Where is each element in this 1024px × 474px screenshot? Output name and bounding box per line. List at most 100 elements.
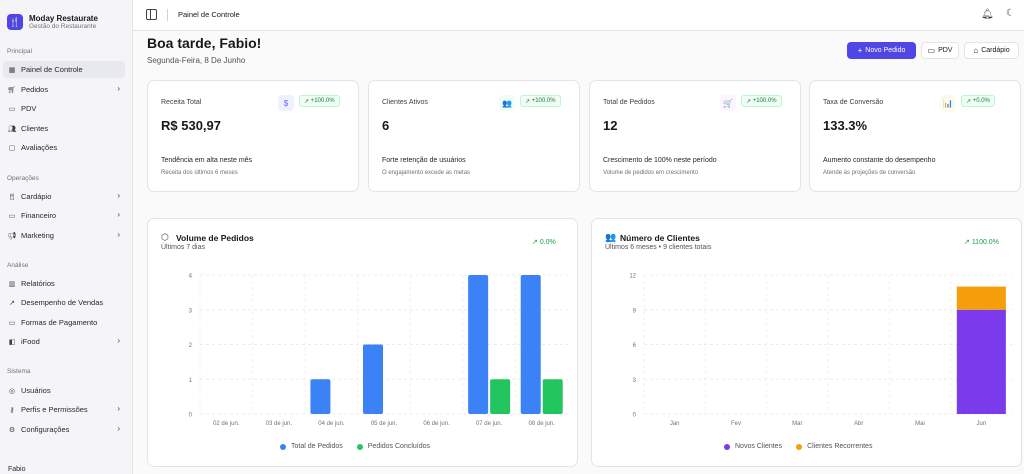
- sidebar-item[interactable]: 📢︎ Marketing ›: [3, 227, 125, 244]
- sidebar-item[interactable]: ▭ Formas de Pagamento: [3, 314, 125, 331]
- stat-description: Tendência em alta neste mês: [161, 157, 253, 164]
- clients-stacked-bar-chart: 0 3 6 9 12 Jan Fev Mar Abr Mai Jun: [629, 274, 1012, 427]
- trend-badge: ↗ +100.0%: [520, 95, 561, 107]
- stat-value: 6: [382, 118, 390, 133]
- sidebar-item[interactable]: ⚙ Configurações ›: [3, 421, 125, 438]
- sidebar-item[interactable]: ◧ iFood ›: [3, 333, 125, 350]
- chevron-right-icon: ›: [117, 191, 120, 200]
- pdv-button[interactable]: ▭ PDV: [921, 42, 959, 59]
- x-tick-label: 02 de jun.: [213, 421, 240, 427]
- trend-badge: ↗ +100.0%: [299, 95, 340, 107]
- sidebar-item-label: Formas de Pagamento: [21, 318, 98, 327]
- bar[interactable]: [520, 275, 541, 414]
- y-tick-label: 3: [633, 378, 637, 384]
- x-tick-label: 04 de jun.: [318, 421, 345, 427]
- bar[interactable]: [468, 275, 489, 414]
- stat-icon: 👥: [499, 95, 515, 111]
- bar-chart-icon: ▥: [8, 280, 16, 288]
- trend-value: +0.0%: [972, 98, 990, 104]
- legend-swatch: [356, 443, 363, 450]
- restaurant-logo-icon: 🍴: [7, 14, 23, 30]
- brand-subtitle: Gestão do Restaurante: [29, 22, 97, 30]
- monitor-icon: ▭: [927, 46, 936, 55]
- legend-item[interactable]: Pedidos Concluídos: [356, 443, 430, 450]
- legend-item[interactable]: Total de Pedidos: [280, 443, 343, 450]
- sidebar-item[interactable]: 🍴︎ Cardápio ›: [3, 188, 125, 205]
- sidebar-toggle-icon[interactable]: [146, 9, 157, 20]
- current-date: Segunda-Feira, 8 De Junho: [147, 56, 246, 65]
- bar[interactable]: [363, 344, 383, 415]
- legend-item[interactable]: Clientes Recorrentes: [796, 443, 872, 450]
- stat-description: Aumento constante do desempenho: [823, 157, 936, 164]
- menu-button[interactable]: ⌂ Cardápio: [964, 42, 1019, 59]
- sidebar-section-title: Operações: [7, 175, 39, 182]
- sidebar-item[interactable]: ⚷ Perfis e Permissões ›: [3, 401, 125, 418]
- chart-legend: Total de Pedidos Pedidos Concluídos: [280, 443, 444, 450]
- brand-name: Moday Restaurate: [29, 13, 98, 23]
- users-icon: 👥︎: [7, 125, 17, 133]
- stat-icon: $: [278, 95, 294, 111]
- sidebar-item-label: Marketing: [21, 231, 54, 240]
- trend-value: +100.0%: [531, 98, 556, 104]
- stat-icon: 📊: [940, 95, 956, 111]
- y-tick-label: 12: [629, 274, 636, 280]
- sidebar-item[interactable]: ▢ Avaliações: [3, 139, 125, 156]
- bar[interactable]: [310, 379, 331, 414]
- monitor-icon: ▭: [8, 105, 16, 113]
- sidebar-item[interactable]: ▥ Relatórios: [3, 275, 125, 292]
- sidebar-item[interactable]: ◎ Usuários: [3, 382, 125, 399]
- y-tick-label: 2: [189, 343, 193, 349]
- y-tick-label: 0: [633, 413, 637, 419]
- legend-item[interactable]: Novos Clientes: [724, 443, 782, 450]
- sidebar-item[interactable]: 👥︎ Clientes: [3, 120, 125, 137]
- sidebar-section-title: Análise: [7, 262, 29, 269]
- sidebar-section-title: Principal: [7, 48, 32, 55]
- breadcrumb: Painel de Controle: [178, 10, 240, 19]
- plus-icon: +: [857, 46, 863, 55]
- y-tick-label: 1: [189, 378, 193, 384]
- panel-title: Volume de Pedidos: [176, 233, 254, 243]
- x-tick-label: 06 de jun.: [423, 421, 450, 427]
- sidebar-item-label: Desempenho de Vendas: [21, 298, 104, 307]
- bar[interactable]: [490, 379, 511, 414]
- bell-icon[interactable]: 🔔︎: [981, 9, 994, 20]
- chevron-right-icon: ›: [117, 84, 120, 93]
- new-order-button[interactable]: + Novo Pedido: [847, 42, 916, 59]
- trend-value: 1100.0%: [971, 239, 999, 246]
- trend-value: +100.0%: [310, 98, 335, 104]
- sidebar-item[interactable]: 🛒︎ Pedidos ›: [3, 81, 125, 98]
- stat-card: Taxa de Conversão 📊 ↗ +0.0% 133.3% Aumento c…: [809, 80, 1021, 192]
- x-tick-label: 08 de jun.: [529, 421, 556, 427]
- users-icon: 👥: [605, 232, 617, 242]
- stat-icon: 🛒: [720, 95, 736, 111]
- sidebar-item-label: Usuários: [21, 386, 51, 395]
- moon-icon[interactable]: ☾: [1006, 8, 1015, 19]
- sidebar-item-label: Painel de Controle: [21, 65, 83, 74]
- sidebar-item[interactable]: ↗ Desempenho de Vendas: [3, 294, 125, 311]
- stat-label: Receita Total: [161, 99, 202, 106]
- sidebar-item-label: Avaliações: [21, 143, 58, 152]
- sidebar-item[interactable]: ▦ Painel de Controle: [3, 61, 125, 78]
- sidebar-item-label: Configurações: [21, 425, 70, 434]
- stat-card: Clientes Ativos 👥 ↗ +100.0% 6 Forte retenção…: [368, 80, 580, 192]
- sidebar-item[interactable]: ▭ Financeiro ›: [3, 207, 125, 224]
- bar-segment[interactable]: [956, 286, 1006, 310]
- legend-swatch: [724, 443, 730, 450]
- legend-swatch: [796, 443, 803, 450]
- sidebar-item-label: Perfis e Permissões: [21, 405, 88, 414]
- sidebar-user-name[interactable]: Fabio: [8, 466, 26, 473]
- chevron-right-icon: ›: [117, 336, 120, 345]
- bar-segment[interactable]: [956, 309, 1006, 414]
- orders-bar-chart: 0 1 2 3 4 02 de jun. 03 de jun. 04 de jun. 05 de…: [189, 274, 568, 427]
- x-tick-label: Fev: [731, 421, 741, 427]
- cart-icon: 🛒︎: [7, 86, 17, 94]
- stat-subtext: Volume de pedidos em crescimento: [603, 170, 699, 176]
- stat-value: 133.3%: [823, 118, 868, 133]
- line-chart-icon: ↗: [9, 299, 15, 307]
- brand[interactable]: 🍴 Moday Restaurate Gestão do Restaurante: [0, 0, 132, 34]
- chevron-right-icon: ›: [117, 424, 120, 433]
- box-icon: ⬡: [161, 232, 169, 242]
- bar[interactable]: [542, 379, 563, 414]
- sidebar-item[interactable]: ▭ PDV: [3, 100, 125, 117]
- sidebar-item-label: iFood: [21, 337, 40, 346]
